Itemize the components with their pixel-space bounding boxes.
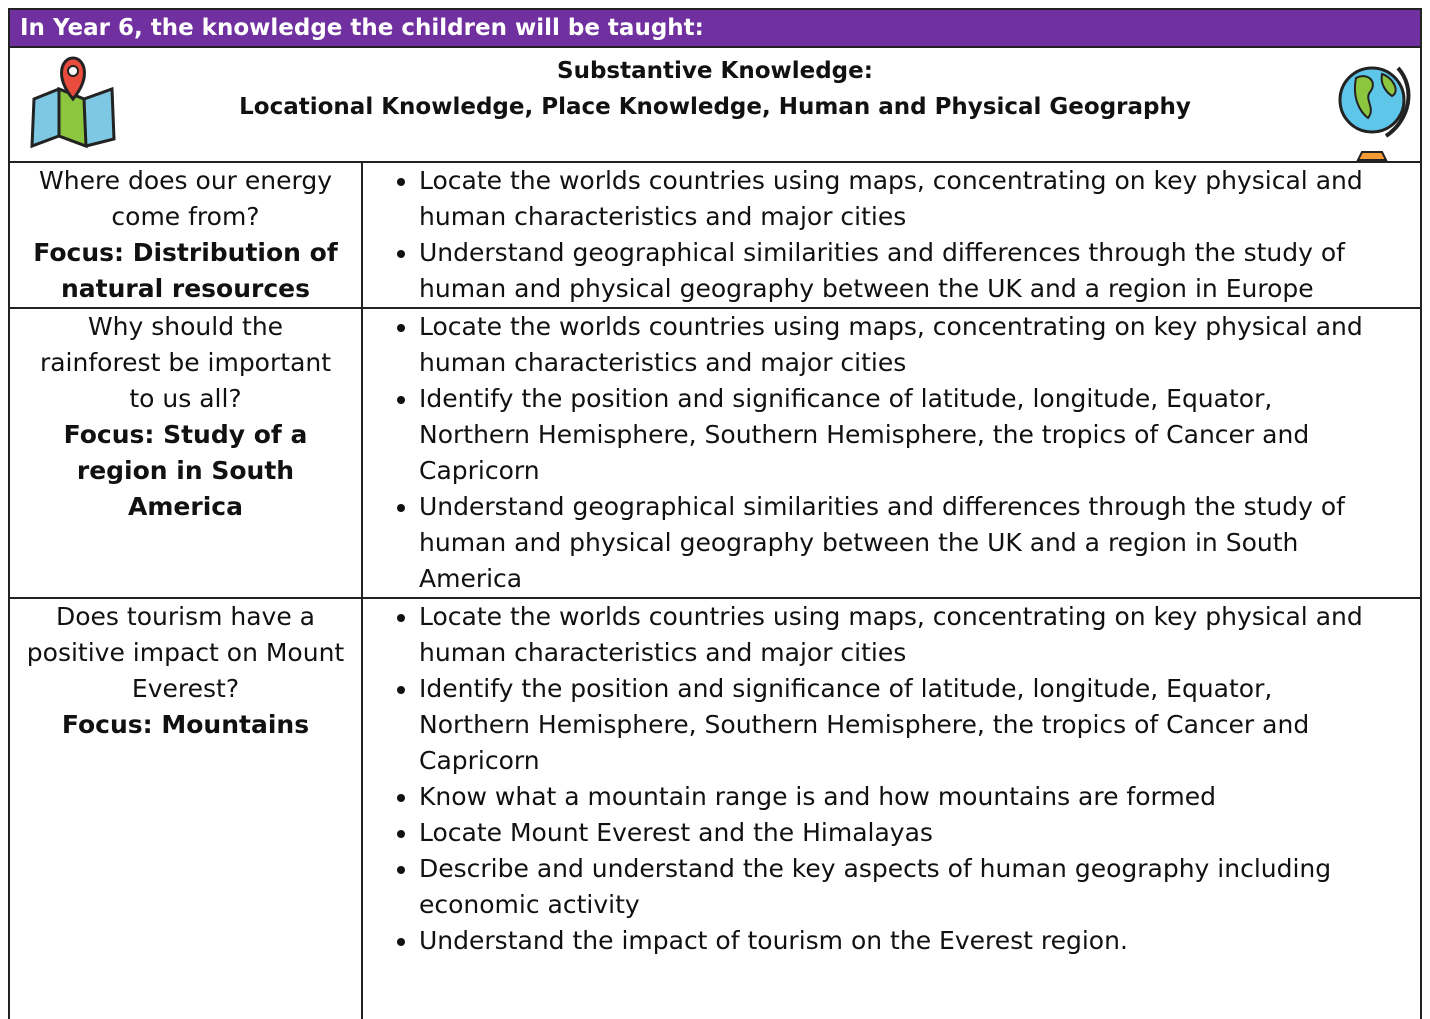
- point: Identify the position and significance o…: [419, 381, 1390, 489]
- points-cell: Locate the worlds countries using maps, …: [363, 309, 1420, 597]
- document: In Year 6, the knowledge the children wi…: [8, 8, 1422, 1019]
- table-row: Why should the rainforest be important t…: [10, 309, 1420, 599]
- points-cell: Locate the worlds countries using maps, …: [363, 599, 1420, 1019]
- table-row: Does tourism have a positive impact on M…: [10, 599, 1420, 1019]
- point: Understand the impact of tourism on the …: [419, 923, 1390, 959]
- point: Understand geographical similarities and…: [419, 235, 1390, 307]
- point: Locate the worlds countries using maps, …: [419, 163, 1390, 235]
- subheader-line: Locational Knowledge, Place Knowledge, H…: [239, 94, 1191, 120]
- point: Locate the worlds countries using maps, …: [419, 599, 1390, 671]
- topic-focus: Focus: Mountains: [61, 710, 310, 739]
- subheader-line: Substantive Knowledge:: [557, 58, 873, 84]
- point: Locate the worlds countries using maps, …: [419, 309, 1390, 381]
- topic-question: Where does our energy come from?: [39, 166, 332, 231]
- table-row: Where does our energy come from? Focus: D…: [10, 163, 1420, 309]
- points-cell: Locate the worlds countries using maps, …: [363, 163, 1420, 307]
- point-list: Locate the worlds countries using maps, …: [363, 309, 1420, 597]
- topic-cell: Where does our energy come from? Focus: D…: [10, 163, 363, 307]
- point-list: Locate the worlds countries using maps, …: [363, 163, 1420, 307]
- map-icon: [30, 56, 116, 149]
- point: Identify the position and significance o…: [419, 671, 1390, 779]
- topic-question: Why should the rainforest be important t…: [39, 312, 332, 413]
- globe-icon: [1338, 66, 1411, 161]
- topic-focus: Focus: Study of a region in South Americ…: [63, 420, 308, 521]
- point: Understand geographical similarities and…: [419, 489, 1390, 597]
- point-list: Locate the worlds countries using maps, …: [363, 599, 1420, 959]
- topic-cell: Why should the rainforest be important t…: [10, 309, 363, 597]
- topic-question: Does tourism have a positive impact on M…: [26, 602, 345, 703]
- topic-focus: Focus: Distribution of natural resources: [33, 238, 338, 303]
- point: Locate Mount Everest and the Himalayas: [419, 815, 1390, 851]
- point: Describe and understand the key aspects …: [419, 851, 1390, 923]
- topic-cell: Does tourism have a positive impact on M…: [10, 599, 363, 1019]
- subheader: Substantive Knowledge: Locational Knowle…: [10, 48, 1420, 163]
- point: Know what a mountain range is and how mo…: [419, 779, 1390, 815]
- header-title: In Year 6, the knowledge the children wi…: [10, 10, 1420, 48]
